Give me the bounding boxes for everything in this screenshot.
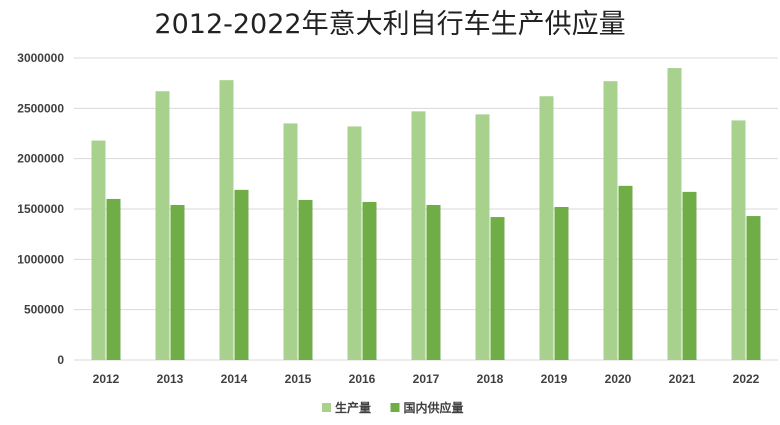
y-tick-label: 3000000: [17, 51, 64, 65]
y-tick-label: 1000000: [17, 252, 64, 266]
bar-domestic-supply: [682, 191, 697, 360]
bar-production: [539, 96, 554, 361]
bar-domestic-supply: [746, 216, 761, 360]
x-tick-label: 2019: [541, 372, 568, 386]
bar-production: [411, 111, 426, 360]
bar-production: [91, 140, 106, 360]
x-tick-label: 2022: [733, 372, 760, 386]
bar-production: [155, 91, 170, 360]
y-tick-label: 1500000: [17, 202, 64, 216]
legend-swatch: [390, 403, 400, 412]
bar-domestic-supply: [170, 204, 185, 360]
x-tick-label: 2015: [285, 372, 312, 386]
bar-production: [731, 120, 746, 360]
y-tick-label: 500000: [24, 303, 64, 317]
bar-production: [475, 114, 490, 360]
bar-domestic-supply: [362, 201, 377, 360]
legend-label: 生产量: [335, 400, 371, 415]
bar-domestic-supply: [106, 198, 121, 360]
legend-label: 国内供应量: [404, 400, 464, 415]
bar-domestic-supply: [234, 189, 249, 360]
chart-title: 2012-2022年意大利自行车生产供应量: [154, 9, 626, 40]
x-tick-label: 2017: [413, 372, 440, 386]
bar-production: [219, 80, 234, 360]
bar-production: [347, 126, 362, 360]
bar-domestic-supply: [618, 185, 633, 360]
bar-domestic-supply: [554, 206, 569, 360]
x-tick-label: 2018: [477, 372, 504, 386]
x-tick-label: 2013: [157, 372, 184, 386]
bar-domestic-supply: [298, 199, 313, 360]
y-tick-label: 0: [57, 353, 64, 367]
y-tick-label: 2500000: [17, 101, 64, 115]
x-tick-label: 2016: [349, 372, 376, 386]
x-tick-label: 2020: [605, 372, 632, 386]
x-tick-label: 2014: [221, 372, 248, 386]
bar-production: [667, 68, 682, 361]
bar-domestic-supply: [490, 217, 505, 360]
x-tick-label: 2021: [669, 372, 696, 386]
x-tick-label: 2012: [93, 372, 120, 386]
bar-production: [283, 123, 298, 360]
legend-swatch: [322, 403, 331, 412]
y-tick-label: 2000000: [17, 152, 64, 166]
bar-domestic-supply: [426, 204, 441, 360]
bar-production: [603, 81, 618, 361]
